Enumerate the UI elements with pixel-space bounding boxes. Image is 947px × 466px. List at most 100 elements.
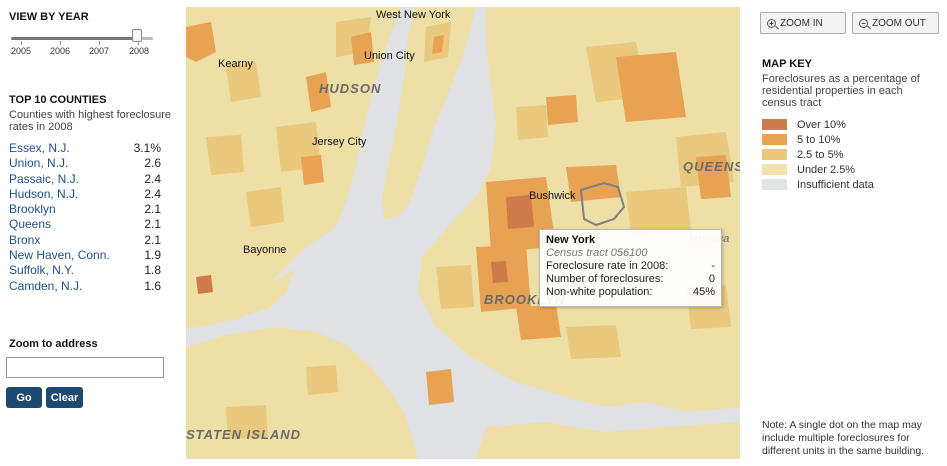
county-link[interactable]: Essex, N.J. (9, 141, 70, 155)
place-label-union-city: Union City (364, 50, 415, 62)
left-panel: VIEW BY YEAR 2005 2006 2007 2008 TOP 10 … (0, 0, 180, 466)
list-item: Queens 2.1 (9, 217, 161, 232)
legend-swatch (762, 179, 787, 190)
map-canvas[interactable] (186, 7, 740, 459)
tooltip-title: New York (546, 234, 596, 246)
selected-census-tract (579, 181, 626, 227)
county-rate: 3.1% (133, 141, 161, 155)
place-label-bayonne: Bayonne (243, 244, 287, 256)
county-rate: 2.1 (144, 232, 161, 247)
county-link[interactable]: Queens (9, 217, 52, 232)
foreclosure-patches (186, 17, 734, 439)
place-label-kearny: Kearny (218, 58, 253, 70)
map-key-subtitle: Foreclosures as a percentage of resident… (762, 73, 920, 109)
legend-label: Under 2.5% (797, 163, 856, 176)
year-label-2007[interactable]: 2007 (88, 46, 110, 56)
clear-button[interactable]: Clear (46, 387, 83, 408)
legend-label: 2.5 to 5% (797, 148, 844, 161)
county-link[interactable]: Camden, N.J. (9, 278, 83, 293)
list-item: Camden, N.J. 1.6 (9, 279, 161, 294)
list-item: Suffolk, N.Y. 1.8 (9, 263, 161, 278)
tooltip-value: - (711, 260, 715, 272)
tooltip-value: 0 (708, 273, 715, 285)
year-tick (138, 41, 139, 45)
list-item: Brooklyn 2.1 (9, 202, 161, 217)
county-link[interactable]: Bronx (9, 232, 41, 247)
address-input[interactable] (6, 357, 164, 378)
year-tick (99, 41, 100, 45)
legend-label: 5 to 10% (797, 133, 841, 146)
county-rate: 2.4 (144, 171, 161, 186)
legend-swatch (762, 164, 787, 175)
county-rate: 1.6 (144, 278, 161, 293)
tooltip-row: Number of foreclosures: 0 (546, 273, 715, 286)
map-legend: Over 10% 5 to 10% 2.5 to 5% Under 2.5% I… (762, 117, 874, 192)
go-button[interactable]: Go (6, 387, 42, 408)
year-slider-fill (11, 37, 137, 40)
year-tick (21, 41, 22, 45)
year-label-2005[interactable]: 2005 (10, 46, 32, 56)
legend-label: Over 10% (797, 118, 846, 131)
legend-swatch (762, 149, 787, 160)
tract-tooltip: New York Census tract 056100 Foreclosure… (539, 229, 722, 307)
legend-item: 5 to 10% (762, 132, 874, 147)
year-tick (60, 41, 61, 45)
county-link[interactable]: Brooklyn (9, 202, 56, 217)
zoom-out-button[interactable]: − ZOOM OUT (852, 12, 939, 34)
tooltip-label: Foreclosure rate in 2008: (546, 260, 669, 272)
county-rate: 2.1 (144, 202, 161, 217)
county-rate: 2.1 (144, 217, 161, 232)
county-link[interactable]: Suffolk, N.Y. (9, 263, 74, 278)
year-slider-handle[interactable] (132, 29, 142, 42)
tooltip-label: Non-white population: (546, 286, 653, 298)
top-counties-title: TOP 10 COUNTIES (9, 94, 107, 106)
county-rate: 1.9 (144, 248, 161, 263)
bayonne-land (186, 269, 294, 329)
south-shore-land (476, 422, 740, 459)
tooltip-subtitle: Census tract 056100 (546, 247, 648, 259)
map-key-title: MAP KEY (762, 58, 812, 70)
legend-swatch (762, 134, 787, 145)
county-rate: 2.6 (144, 156, 161, 171)
year-slider-track[interactable] (11, 37, 153, 40)
legend-item: Under 2.5% (762, 162, 874, 177)
list-item: Bronx 2.1 (9, 233, 161, 248)
legend-item: Over 10% (762, 117, 874, 132)
county-list: Essex, N.J. 3.1% Union, N.J. 2.6 Passaic, … (9, 141, 161, 294)
legend-swatch (762, 119, 787, 130)
list-item: New Haven, Conn. 1.9 (9, 248, 161, 263)
place-label-west-new-york: West New York (376, 9, 451, 21)
legend-item: Insufficient data (762, 177, 874, 192)
year-label-2006[interactable]: 2006 (49, 46, 71, 56)
view-by-year-title: VIEW BY YEAR (9, 11, 89, 23)
place-label-jersey-city: Jersey City (312, 136, 367, 148)
tooltip-row: Non-white population: 45% (546, 286, 715, 299)
top-counties-subtitle: Counties with highest foreclosure rates … (9, 109, 172, 133)
zoom-in-button[interactable]: + ZOOM IN (760, 12, 846, 34)
map-note: Note: A single dot on the map may includ… (762, 419, 925, 457)
place-label-bushwick: Bushwick (529, 190, 576, 202)
zoom-in-icon: + (767, 18, 776, 28)
county-link[interactable]: Union, N.J. (9, 156, 69, 171)
tooltip-label: Number of foreclosures: (546, 273, 664, 285)
list-item: Union, N.J. 2.6 (9, 156, 161, 171)
borough-label-staten-island: STATEN ISLAND (186, 427, 302, 442)
county-rate: 1.8 (144, 263, 161, 278)
tooltip-value: 45% (692, 286, 715, 298)
year-label-2008[interactable]: 2008 (128, 46, 150, 56)
zoom-out-label: ZOOM OUT (872, 17, 926, 29)
county-link[interactable]: Hudson, N.J. (9, 186, 79, 201)
county-link[interactable]: New Haven, Conn. (9, 248, 110, 263)
legend-label: Insufficient data (797, 178, 874, 191)
borough-label-queens: QUEENS (683, 159, 740, 174)
zoom-to-address-title: Zoom to address (9, 338, 98, 350)
list-item: Essex, N.J. 3.1% (9, 141, 161, 156)
foreclosure-map[interactable]: West New York Kearny Union City Jersey C… (186, 7, 740, 459)
legend-item: 2.5 to 5% (762, 147, 874, 162)
zoom-in-label: ZOOM IN (780, 17, 823, 29)
zoom-out-icon: − (859, 18, 868, 28)
list-item: Passaic, N.J. 2.4 (9, 172, 161, 187)
county-link[interactable]: Passaic, N.J. (9, 171, 80, 186)
county-rate: 2.4 (144, 186, 161, 201)
manhattan-land (382, 7, 476, 219)
